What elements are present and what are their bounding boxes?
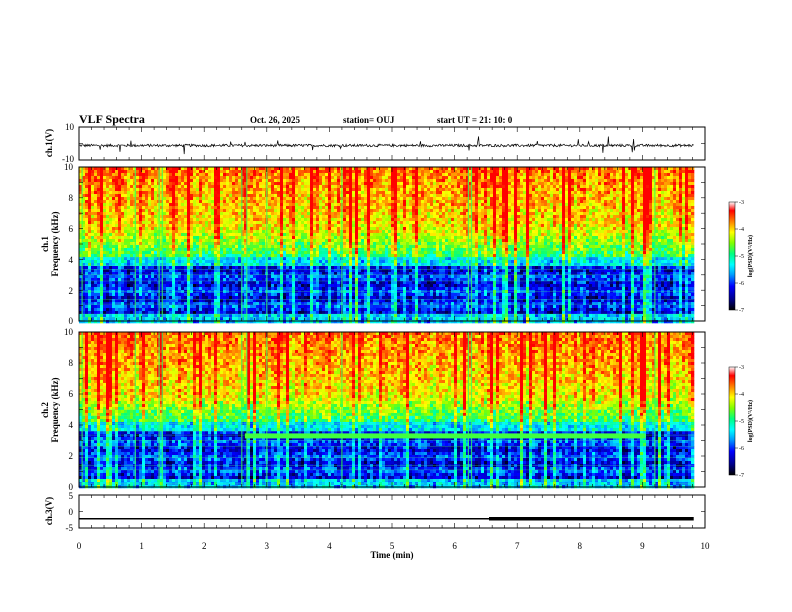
ch3-ytick-0: 0 bbox=[69, 507, 74, 517]
ch2-cb-tick-m5: -5 bbox=[739, 419, 744, 425]
x-tick-label-1: 1 bbox=[139, 541, 144, 551]
ch1-spec-ylabel-frequency: Frequency (kHz) bbox=[50, 211, 60, 276]
x-tick-label-2: 2 bbox=[202, 541, 207, 551]
ch1-colorbar-ticks bbox=[735, 202, 738, 310]
ch1-cb-tick-m4: -4 bbox=[739, 227, 744, 233]
ch1-spec-ylabel-channel: ch.1 bbox=[40, 236, 50, 252]
ch2-spec-ytick-6: 6 bbox=[69, 389, 74, 399]
ch2-spec-ytick-2: 2 bbox=[69, 451, 74, 461]
ch1-colorbar bbox=[729, 202, 735, 310]
ch3-waveform-panel: 5 0 -5 ch.3(V) 0 1 2 3 4 5 6 7 8 9 10 Time (min) bbox=[44, 491, 710, 560]
ch1-colorbar-label: log(PSD)(V²/Hz) bbox=[747, 235, 754, 277]
ch2-cb-tick-m3: -3 bbox=[739, 365, 744, 371]
ch2-spec-ytick-8: 8 bbox=[69, 358, 74, 368]
date-label: Oct. 26, 2025 bbox=[250, 115, 300, 125]
ch1-spectrogram-panel: 10 8 6 4 2 0 ch.1 Frequency (kHz) -3 -4 … bbox=[40, 162, 754, 326]
ch2-cb-tick-m7: -7 bbox=[739, 473, 744, 479]
ch1-spec-ytick-4: 4 bbox=[69, 255, 74, 265]
ch2-spectrogram-image bbox=[79, 332, 694, 488]
x-axis-label: Time (min) bbox=[370, 550, 413, 560]
x-tick-label-3: 3 bbox=[265, 541, 270, 551]
x-tick-label-0: 0 bbox=[77, 541, 82, 551]
ch2-spec-ylabel-channel: ch.2 bbox=[40, 402, 50, 418]
ch1-cb-tick-m7: -7 bbox=[739, 308, 744, 314]
ch2-spec-ytick-4: 4 bbox=[69, 420, 74, 430]
ch2-cb-tick-m6: -6 bbox=[739, 446, 744, 452]
x-tick-label-4: 4 bbox=[327, 541, 332, 551]
chart-title: VLF Spectra bbox=[79, 112, 145, 126]
ch3-ytick-m5: -5 bbox=[66, 523, 74, 533]
ch1-ytick-top: 10 bbox=[65, 122, 75, 132]
ch2-colorbar bbox=[729, 367, 735, 475]
ch2-spectrogram-panel: 10 8 6 4 2 0 ch.2 Frequency (kHz) -3 -4 … bbox=[40, 327, 754, 492]
ch1-spec-ytick-10: 10 bbox=[64, 162, 74, 172]
x-tick-label-9: 9 bbox=[640, 541, 645, 551]
x-tick-label-10: 10 bbox=[701, 541, 711, 551]
ch1-spec-ytick-0: 0 bbox=[69, 316, 74, 326]
x-tick-label-6: 6 bbox=[452, 541, 457, 551]
ch1-waveform-panel: 10 -10 ch.1(V) bbox=[44, 122, 705, 164]
ch1-spec-ytick-6: 6 bbox=[69, 224, 74, 234]
ch1-spec-ytick-8: 8 bbox=[69, 193, 74, 203]
ch3-ytick-5: 5 bbox=[69, 491, 74, 501]
ch2-spec-ylabel-frequency: Frequency (kHz) bbox=[50, 377, 60, 442]
ch3-waveform-ylabel: ch.3(V) bbox=[44, 497, 54, 525]
ch2-colorbar-label: log(PSD)(V²/Hz) bbox=[747, 400, 754, 442]
ch1-cb-tick-m5: -5 bbox=[739, 254, 744, 260]
ch1-cb-tick-m3: -3 bbox=[739, 200, 744, 206]
ch1-spec-ytick-2: 2 bbox=[69, 286, 74, 296]
ch2-cb-tick-m4: -4 bbox=[739, 392, 744, 398]
x-tick-label-8: 8 bbox=[578, 541, 583, 551]
ch2-spec-ytick-10: 10 bbox=[64, 327, 74, 337]
station-label: station= OUJ bbox=[343, 115, 395, 125]
x-tick-label-7: 7 bbox=[515, 541, 520, 551]
start-time-label: start UT = 21: 10: 0 bbox=[437, 115, 513, 125]
ch2-colorbar-ticks bbox=[735, 367, 738, 475]
ch1-cb-tick-m6: -6 bbox=[739, 281, 744, 287]
ch1-spectrogram-image bbox=[79, 167, 694, 323]
ch1-waveform-ylabel: ch.1(V) bbox=[44, 129, 54, 157]
